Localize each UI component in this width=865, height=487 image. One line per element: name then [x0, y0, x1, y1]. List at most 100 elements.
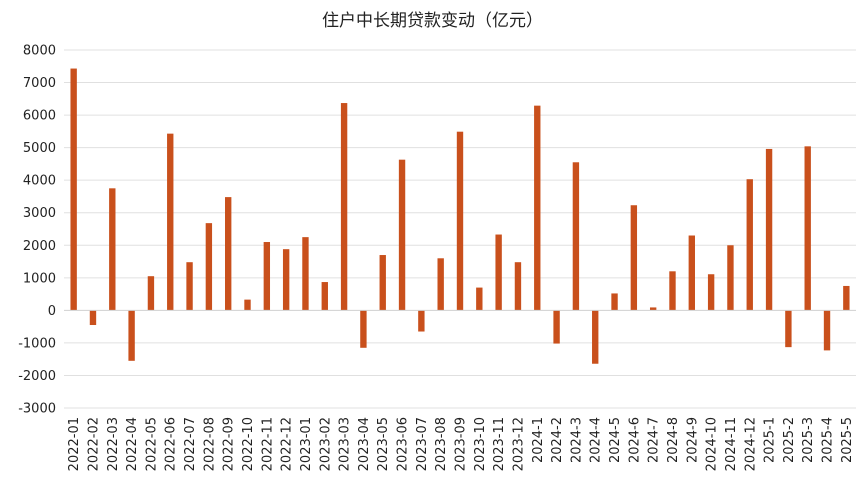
bar	[167, 133, 174, 311]
x-tick-label: 2024-5	[608, 417, 623, 463]
x-tick-label: 2023-04	[357, 417, 372, 471]
y-tick-label: 6000	[23, 109, 56, 124]
bar	[263, 242, 271, 311]
bar	[727, 245, 734, 311]
x-tick-label: 2024-6	[627, 417, 642, 463]
y-tick-label: -3000	[18, 402, 56, 417]
x-axis-ticks: 2022-01 2022-02 2022-03 2022-04 2022-05 2022-…	[67, 417, 855, 471]
bar	[495, 234, 502, 311]
bar	[128, 310, 135, 361]
x-tick-label: 2024-7	[647, 417, 662, 463]
x-tick-label: 2024-11	[724, 417, 739, 471]
x-tick-label: 2022-10	[241, 417, 256, 471]
bar	[707, 274, 715, 311]
bar	[649, 307, 657, 311]
y-tick-label: 3000	[23, 206, 56, 221]
x-tick-label: 2024-2	[550, 417, 565, 463]
x-tick-label: 2024-10	[705, 417, 720, 471]
y-tick-label: -1000	[18, 336, 56, 351]
bar	[321, 282, 328, 311]
bar	[804, 146, 811, 311]
x-tick-label: 2024-1	[531, 417, 546, 463]
bar	[572, 162, 580, 311]
y-tick-label: 4000	[23, 174, 56, 189]
bar	[688, 235, 695, 311]
x-tick-label: 2022-08	[202, 417, 217, 471]
bar	[746, 179, 753, 311]
x-tick-label: 2023-11	[492, 417, 507, 471]
bar	[225, 197, 232, 311]
x-tick-label: 2023-05	[376, 417, 391, 471]
x-tick-label: 2023-07	[415, 417, 430, 471]
x-tick-label: 2024-9	[685, 417, 700, 463]
x-tick-label: 2023-12	[511, 417, 526, 471]
x-tick-label: 2023-09	[454, 417, 469, 471]
x-tick-label: 2024-8	[666, 417, 681, 463]
x-tick-label: 2025-4	[821, 417, 836, 463]
bar	[592, 310, 599, 364]
bar	[476, 287, 483, 311]
x-tick-label: 2022-06	[164, 417, 179, 471]
y-tick-label: 8000	[23, 44, 56, 59]
x-tick-label: 2025-3	[801, 417, 816, 463]
bar	[186, 262, 193, 311]
x-tick-label: 2022-02	[86, 417, 101, 471]
chart-title: 住户中长期贷款变动（亿元）	[322, 11, 543, 31]
y-tick-label: 1000	[23, 271, 56, 286]
x-tick-label: 2022-09	[222, 417, 237, 471]
bar	[843, 285, 850, 311]
bar	[785, 310, 792, 348]
bar	[534, 105, 541, 311]
bar	[669, 271, 676, 311]
x-tick-label: 2025-5	[840, 417, 855, 463]
bar	[398, 159, 406, 311]
bar	[89, 310, 97, 326]
bar	[205, 223, 213, 311]
x-tick-label: 2022-03	[106, 417, 121, 471]
bar	[630, 205, 638, 311]
x-tick-label: 2023-10	[473, 417, 488, 471]
x-tick-label: 2025-1	[763, 417, 778, 463]
bar	[302, 237, 309, 311]
bar	[437, 258, 444, 311]
bar	[823, 310, 831, 351]
x-tick-label: 2023-02	[318, 417, 333, 471]
x-tick-label: 2022-12	[280, 417, 295, 471]
bar	[418, 310, 425, 332]
x-tick-label: 2022-11	[260, 417, 275, 471]
x-tick-label: 2023-01	[299, 417, 314, 471]
bar	[611, 293, 618, 311]
bar	[147, 276, 155, 311]
bar	[553, 310, 560, 344]
x-tick-label: 2022-05	[144, 417, 159, 471]
x-tick-label: 2023-08	[434, 417, 449, 471]
bar	[70, 68, 77, 311]
x-tick-label: 2024-12	[743, 417, 758, 471]
y-axis-ticks: 8000 7000 6000 5000 4000 3000 2000 1000 0 -1000 -2…	[18, 44, 56, 417]
y-tick-label: 7000	[23, 76, 56, 91]
y-tick-label: -2000	[18, 369, 56, 384]
bar	[514, 262, 522, 311]
bar	[244, 299, 251, 311]
bar	[379, 255, 386, 311]
bar	[765, 148, 773, 311]
x-tick-label: 2022-04	[125, 417, 140, 471]
x-tick-label: 2025-2	[782, 417, 797, 463]
y-tick-label: 0	[48, 304, 56, 319]
bar	[340, 103, 348, 311]
bars	[70, 68, 850, 364]
bar	[282, 249, 290, 311]
bar	[456, 131, 464, 311]
x-tick-label: 2024-4	[589, 417, 604, 463]
bar	[109, 188, 116, 311]
y-tick-label: 2000	[23, 239, 56, 254]
bar	[360, 310, 367, 348]
x-tick-label: 2023-03	[338, 417, 353, 471]
x-tick-label: 2022-01	[67, 417, 82, 471]
x-tick-label: 2023-06	[396, 417, 411, 471]
x-tick-label: 2022-07	[183, 417, 198, 471]
x-tick-label: 2024-3	[569, 417, 584, 463]
y-tick-label: 5000	[23, 141, 56, 156]
